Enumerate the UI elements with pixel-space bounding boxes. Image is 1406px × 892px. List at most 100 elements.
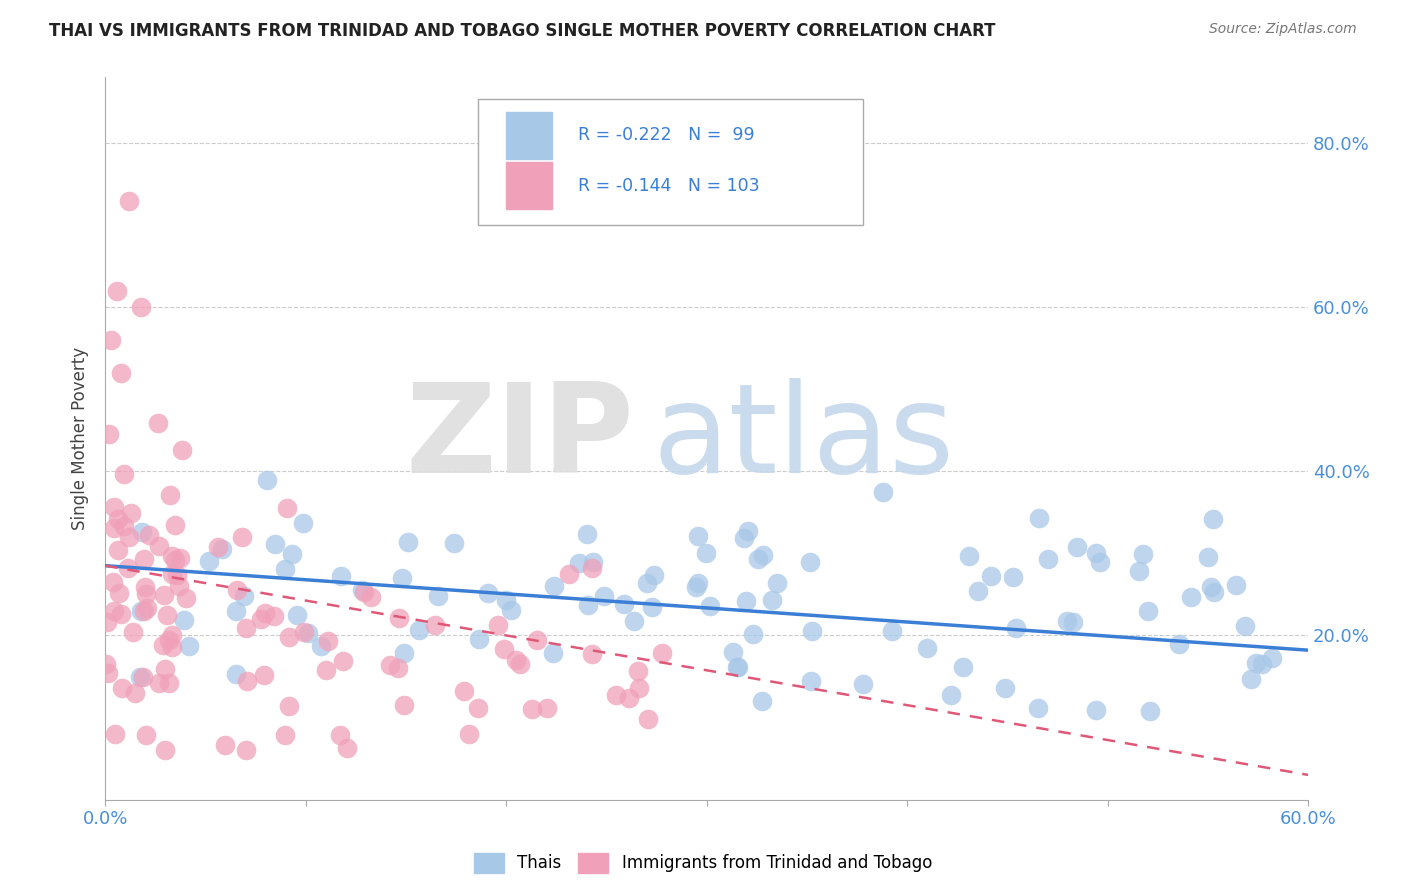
Point — [329, 569, 352, 583]
Point — [110, 366, 132, 380]
Point — [166, 568, 188, 582]
Point — [453, 684, 475, 698]
Point — [136, 601, 159, 615]
Point — [558, 567, 581, 582]
Point — [467, 701, 489, 715]
Point — [291, 516, 314, 530]
Point — [350, 582, 373, 597]
Point — [167, 579, 190, 593]
Text: R = -0.144   N = 103: R = -0.144 N = 103 — [578, 177, 759, 194]
Point — [408, 623, 430, 637]
Point — [915, 641, 938, 656]
Point — [236, 674, 259, 689]
Point — [316, 634, 339, 648]
Point — [157, 633, 180, 648]
Point — [636, 576, 658, 591]
FancyBboxPatch shape — [478, 99, 863, 226]
FancyBboxPatch shape — [506, 112, 551, 159]
Point — [643, 568, 665, 582]
Point — [1128, 564, 1150, 578]
Point — [1084, 703, 1107, 717]
Point — [103, 500, 125, 514]
Point — [1139, 704, 1161, 718]
Point — [392, 698, 415, 712]
Point — [427, 589, 450, 603]
Point — [688, 529, 710, 543]
Point — [105, 284, 128, 298]
Point — [468, 632, 491, 646]
Point — [162, 549, 184, 563]
Point — [103, 521, 125, 535]
Point — [1028, 511, 1050, 525]
Point — [1036, 551, 1059, 566]
Point — [353, 585, 375, 599]
Point — [160, 628, 183, 642]
Point — [111, 681, 134, 695]
Point — [129, 604, 152, 618]
Point — [146, 416, 169, 430]
Point — [952, 659, 974, 673]
Point — [699, 599, 721, 613]
Point — [198, 554, 221, 568]
Point — [1085, 546, 1108, 560]
Point — [124, 686, 146, 700]
Point — [253, 607, 276, 621]
Text: ZIP: ZIP — [406, 378, 634, 499]
Point — [592, 589, 614, 603]
Point — [177, 640, 200, 654]
Point — [160, 566, 183, 581]
Point — [387, 661, 409, 675]
Point — [734, 593, 756, 607]
Point — [170, 442, 193, 457]
Point — [131, 524, 153, 539]
Point — [118, 194, 141, 208]
Point — [278, 630, 301, 644]
Point — [1004, 621, 1026, 635]
Point — [1063, 615, 1085, 629]
Point — [103, 604, 125, 618]
Point — [233, 589, 256, 603]
Point — [394, 646, 416, 660]
Point — [495, 592, 517, 607]
Point — [628, 681, 651, 696]
Point — [292, 624, 315, 639]
Point — [120, 506, 142, 520]
Point — [148, 675, 170, 690]
Point — [637, 712, 659, 726]
Point — [576, 599, 599, 613]
Point — [276, 500, 298, 515]
Text: R = -0.222   N =  99: R = -0.222 N = 99 — [578, 126, 755, 145]
Point — [1066, 540, 1088, 554]
Point — [1202, 585, 1225, 599]
Point — [165, 553, 187, 567]
Point — [121, 625, 143, 640]
Point — [138, 528, 160, 542]
Point — [360, 590, 382, 604]
Point — [391, 570, 413, 584]
Point — [94, 657, 117, 671]
Point — [163, 518, 186, 533]
Point — [522, 702, 544, 716]
Point — [536, 701, 558, 715]
Point — [274, 562, 297, 576]
Point — [458, 727, 481, 741]
Point — [737, 524, 759, 538]
Point — [128, 670, 150, 684]
Point — [225, 604, 247, 618]
Point — [256, 474, 278, 488]
Point — [801, 624, 824, 638]
Point — [100, 333, 122, 347]
Point — [107, 512, 129, 526]
Point — [98, 426, 121, 441]
Point — [278, 698, 301, 713]
Point — [685, 580, 707, 594]
Point — [173, 613, 195, 627]
Point — [751, 694, 773, 708]
Point — [152, 638, 174, 652]
Point — [134, 580, 156, 594]
Point — [733, 531, 755, 545]
Point — [134, 552, 156, 566]
Point — [285, 607, 308, 622]
Point — [388, 610, 411, 624]
Point — [250, 612, 273, 626]
